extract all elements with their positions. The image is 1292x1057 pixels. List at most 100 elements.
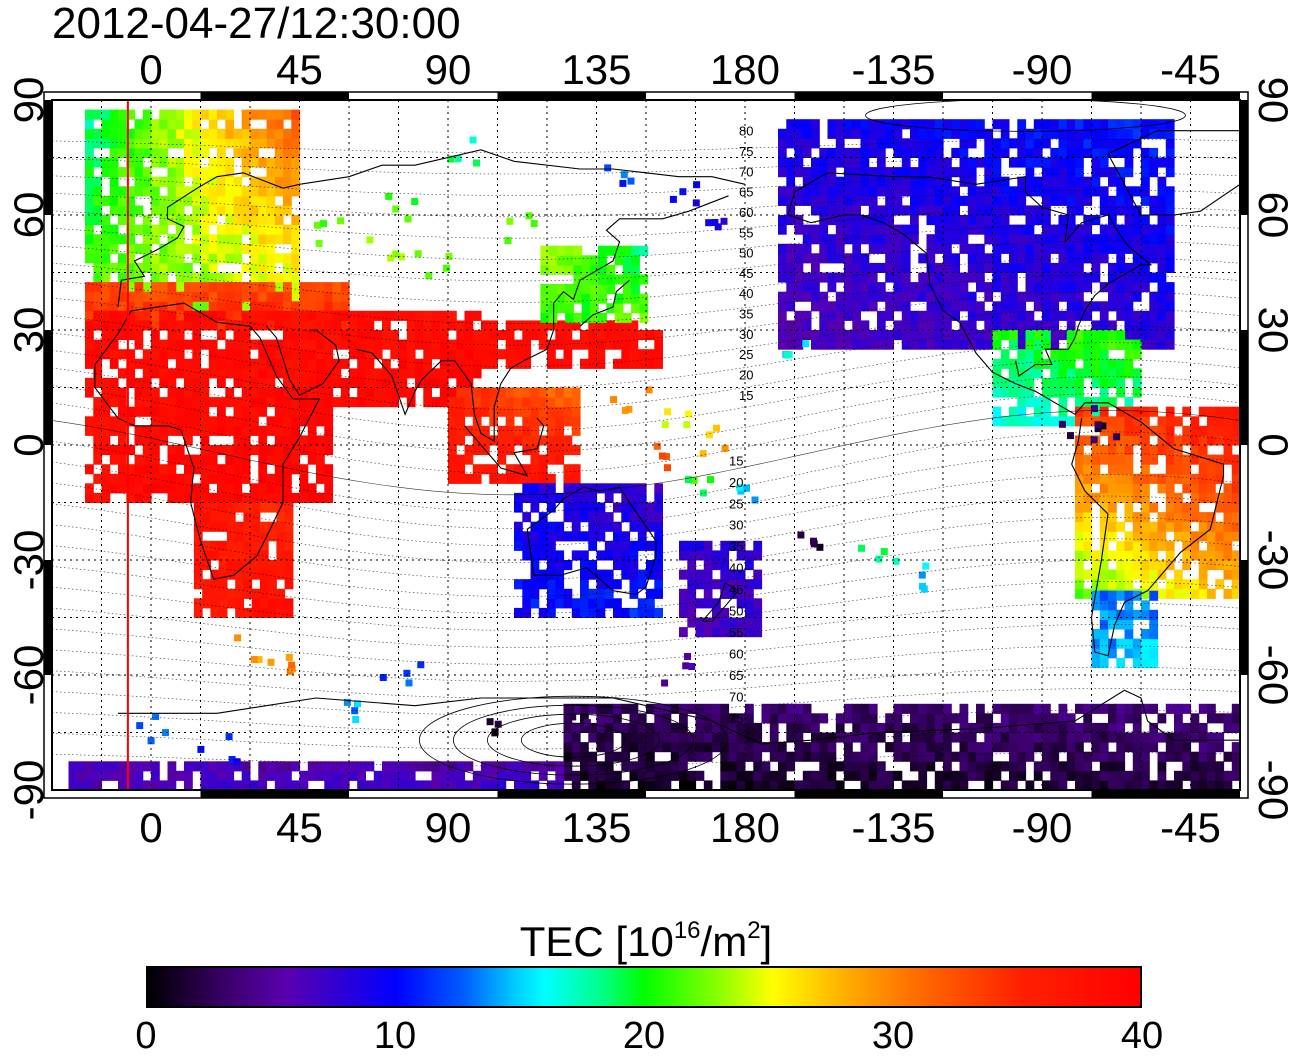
tec-pixel xyxy=(683,421,691,429)
tec-pixel xyxy=(926,732,936,743)
tec-pixel xyxy=(192,138,202,149)
tec-pixel xyxy=(291,320,301,331)
tec-pixel xyxy=(439,397,449,408)
tec-pixel xyxy=(1000,282,1010,293)
tec-pixel xyxy=(1099,638,1109,649)
tec-pixel xyxy=(1075,397,1084,408)
tec-pixel xyxy=(1091,648,1101,659)
tec-pixel xyxy=(654,560,663,571)
tec-pixel xyxy=(1050,780,1060,791)
tec-pixel xyxy=(556,293,566,304)
tec-pixel xyxy=(514,770,523,781)
tec-pixel xyxy=(621,349,631,360)
tec-pixel xyxy=(875,555,883,563)
tec-pixel xyxy=(687,569,697,580)
tec-pixel xyxy=(210,607,220,618)
tec-pixel xyxy=(258,186,268,197)
tec-pixel xyxy=(1050,742,1060,753)
tec-pixel xyxy=(918,571,926,579)
tec-pixel xyxy=(1025,368,1035,379)
tec-pixel xyxy=(571,550,581,561)
tec-pixel xyxy=(126,492,136,503)
tec-pixel xyxy=(571,722,581,733)
tec-pixel xyxy=(251,598,261,609)
tec-pixel xyxy=(142,109,152,120)
tec-pixel xyxy=(1083,310,1093,321)
tec-pixel xyxy=(241,358,251,369)
tec-pixel xyxy=(951,128,960,139)
tec-region-japan-korea xyxy=(540,245,649,323)
tec-pixel xyxy=(406,387,416,398)
tec-pixel xyxy=(1157,416,1167,427)
tec-pixel xyxy=(714,223,722,231)
tec-pixel xyxy=(151,416,160,427)
tec-pixel xyxy=(1066,272,1076,283)
tec-pixel xyxy=(208,291,218,302)
tec-pixel xyxy=(951,713,960,724)
tec-pixel xyxy=(93,262,103,273)
colorbar-tick-label: 40 xyxy=(1120,1015,1164,1057)
tec-pixel xyxy=(967,320,977,331)
tec-pixel xyxy=(687,550,697,561)
tec-pixel xyxy=(910,780,919,791)
tec-pixel xyxy=(118,138,127,149)
tec-pixel xyxy=(316,339,325,350)
tec-pixel xyxy=(646,358,655,369)
tec-pixel xyxy=(926,138,936,149)
tec-pixel xyxy=(1066,310,1076,321)
tec-pixel xyxy=(218,588,228,599)
tec-pixel xyxy=(654,531,663,542)
tec-pixel xyxy=(687,742,697,753)
tec-pixel xyxy=(307,435,317,446)
tec-pixel xyxy=(93,176,103,187)
tec-pixel xyxy=(860,195,870,206)
tec-pixel xyxy=(1141,310,1150,321)
tec-pixel xyxy=(728,569,738,580)
tec-pixel xyxy=(225,454,235,465)
tec-pixel xyxy=(786,713,796,724)
tec-pixel xyxy=(827,234,837,245)
tec-pixel xyxy=(1231,742,1241,753)
tec-pixel xyxy=(208,492,218,503)
tec-pixel xyxy=(720,550,730,561)
tec-pixel xyxy=(225,138,235,149)
tec-pixel xyxy=(332,282,342,293)
tec-pixel xyxy=(637,713,647,724)
tec-pixel xyxy=(984,205,994,216)
tec-pixel xyxy=(217,253,226,264)
tec-pixel xyxy=(910,282,919,293)
tec-pixel xyxy=(276,550,286,561)
tec-pixel xyxy=(233,339,243,350)
tec-pixel xyxy=(596,722,606,733)
tec-pixel xyxy=(951,301,960,312)
tec-pixel xyxy=(307,368,317,379)
bottom-lon-tick-label: -90 xyxy=(1012,804,1073,851)
tec-pixel xyxy=(109,416,119,427)
tec-pixel xyxy=(1182,550,1192,561)
tec-pixel xyxy=(159,483,169,494)
tec-pixel xyxy=(85,761,94,772)
tec-pixel xyxy=(695,550,705,561)
tec-pixel xyxy=(901,330,911,341)
tec-pixel xyxy=(142,253,152,264)
tec-pixel xyxy=(563,598,573,609)
tec-pixel xyxy=(1231,722,1241,733)
tec-pixel xyxy=(1149,657,1159,668)
tec-pixel xyxy=(1025,320,1035,331)
tec-pixel xyxy=(167,262,177,273)
tec-pixel xyxy=(233,445,243,456)
tec-pixel xyxy=(1157,186,1167,197)
tec-pixel xyxy=(1083,147,1093,158)
tec-pixel xyxy=(1190,770,1200,781)
tec-pixel xyxy=(1099,138,1109,149)
tec-pixel xyxy=(235,502,244,513)
tec-pixel xyxy=(101,330,111,341)
tec-pixel xyxy=(1116,224,1126,235)
tec-pixel xyxy=(291,253,301,264)
tec-pixel xyxy=(225,224,235,235)
tec-pixel xyxy=(217,464,226,475)
tec-pixel xyxy=(679,588,688,599)
tec-pixel xyxy=(1042,157,1051,168)
tec-pixel xyxy=(540,284,550,295)
tec-pixel xyxy=(555,454,565,465)
